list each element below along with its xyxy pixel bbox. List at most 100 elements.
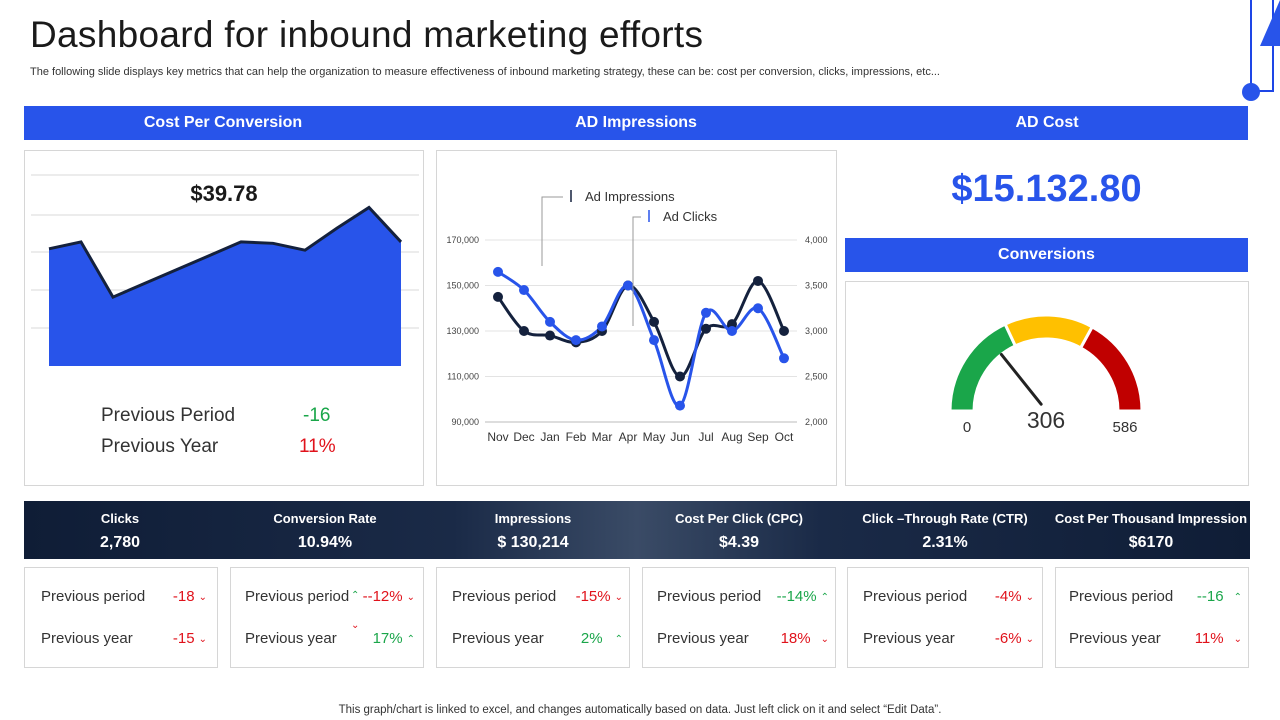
x-tick-label: Apr [619, 430, 638, 444]
card-year-value: -6% ⌄ [994, 630, 1034, 647]
metric-cpm: Cost Per Thousand Impression $6170 [1052, 501, 1250, 559]
x-tick-label: Jul [698, 430, 713, 444]
corner-decoration-hline [1250, 90, 1274, 92]
chevron-down-icon: ⌄ [406, 591, 415, 603]
card-period-label: Previous period [452, 588, 557, 605]
clicks-comparison-card: Previous period -18 ⌄ Previous year -15 ⌄ [24, 567, 218, 668]
gauge-segment-yellow [1003, 313, 1095, 350]
metric-value: $ 130,214 [497, 534, 569, 551]
previous-period-label: Previous Period [101, 405, 236, 426]
conversion-rate-comparison-card: Previous period ⌃ --12% ⌄ ⌄ Previous year… [230, 567, 424, 668]
ad-clicks-point [545, 316, 555, 327]
card-year-label: Previous year [245, 630, 337, 647]
card-period-label: Previous period [41, 588, 146, 605]
chevron-down-icon: ⌄ [351, 620, 360, 631]
ad-cost-header: AD Cost [1015, 114, 1079, 131]
metric-value: $6170 [1128, 534, 1174, 551]
metric-value: 2.31% [922, 534, 968, 551]
ad-clicks-point [597, 321, 607, 332]
card-year-value: 18% ⌄ [780, 630, 829, 647]
metric-impressions: Impressions $ 130,214 [436, 501, 630, 559]
card-period-value: --16 ⌃ [1196, 588, 1242, 605]
x-tick-label: Aug [721, 430, 742, 444]
chevron-up-icon: ⌃ [406, 633, 415, 645]
chevron-down-icon: ⌄ [1025, 633, 1034, 645]
cost-per-conversion-panel: $39.78 Previous Period -16 Previous Year… [24, 150, 424, 486]
y-left-tick-label: 150,000 [446, 281, 479, 291]
card-year-value: -15 ⌄ [172, 630, 207, 647]
metric-label: Cost Per Thousand Impression [1054, 511, 1248, 526]
x-tick-label: Sep [747, 430, 769, 444]
gauge-min-label: 0 [963, 419, 971, 436]
area-series-outline [48, 205, 403, 299]
ad-clicks-point [701, 307, 711, 318]
gauge-value: 306 [1027, 407, 1065, 433]
card-year-value: 17% ⌃ [372, 630, 415, 647]
ad-cost-value: $15.132.80 [951, 168, 1142, 210]
card-period-value: --12% ⌄ [362, 588, 415, 605]
metric-conversion-rate: Conversion Rate 10.94% [228, 501, 422, 559]
conversions-panel: 306 0 586 [845, 281, 1249, 486]
card-year-label: Previous year [41, 630, 133, 647]
chevron-down-icon: ⌄ [614, 591, 623, 603]
page-title: Dashboard for inbound marketing efforts [30, 14, 704, 55]
card-year-label: Previous year [863, 630, 955, 647]
card-period-value: -18 ⌄ [172, 588, 207, 605]
ad-clicks-point [623, 280, 633, 291]
metric-label: Cost Per Click (CPC) [675, 511, 803, 526]
previous-year-label: Previous Year [101, 436, 219, 457]
card-period-label: Previous period [863, 588, 968, 605]
ad-clicks-point [571, 335, 581, 346]
ad-impressions-panel: 90,000 110,000 130,000 150,000 170,000 2,000 2… [436, 150, 837, 486]
card-period-value: --14% ⌃ [776, 588, 829, 605]
conversions-gauge[interactable]: 306 0 586 [846, 282, 1248, 485]
ad-impressions-point [675, 371, 685, 382]
ad-clicks-point [519, 285, 529, 296]
chevron-down-icon: ⌄ [1025, 591, 1034, 603]
gauge-segment-red [1078, 324, 1144, 413]
metric-label: Clicks [100, 511, 140, 526]
cost-per-conversion-chart[interactable] [31, 173, 419, 373]
card-year-label: Previous year [1069, 630, 1161, 647]
corner-decoration-line [1250, 0, 1252, 92]
x-tick-label: Jun [670, 430, 689, 444]
previous-period-value: -16 [303, 405, 331, 426]
ad-impressions-line [496, 279, 786, 378]
ad-impressions-point [545, 330, 555, 341]
corner-decoration-triangle [1260, 0, 1280, 46]
ad-impressions-chart[interactable]: 90,000 110,000 130,000 150,000 170,000 2,000 2… [437, 151, 838, 487]
section-header-bar: Cost Per Conversion AD Impressions AD Co… [24, 106, 1248, 140]
chevron-up-icon: ⌃ [820, 591, 829, 603]
card-year-value: 2% ⌃ [580, 630, 623, 647]
ad-clicks-point [779, 353, 789, 364]
ad-clicks-point [675, 400, 685, 411]
area-series [49, 207, 401, 366]
x-tick-label: May [643, 430, 666, 444]
card-period-label: Previous period [245, 588, 350, 605]
y-left-tick-label: 170,000 [446, 235, 479, 245]
cost-per-conversion-value: $39.78 [190, 181, 258, 206]
previous-year-value: 11% [299, 436, 336, 457]
legend-ad-impressions: Ad Impressions [585, 189, 675, 204]
x-tick-label: Nov [487, 430, 508, 444]
x-tick-label: Mar [592, 430, 613, 444]
ad-impressions-point [649, 316, 659, 327]
legend-leader [541, 196, 563, 266]
ad-clicks-line [497, 270, 786, 408]
ad-clicks-point [649, 335, 659, 346]
chevron-down-icon: ⌄ [198, 591, 207, 603]
chevron-up-icon: ⌃ [614, 633, 623, 645]
gauge-needle [999, 352, 1043, 406]
x-tick-label: Oct [775, 430, 794, 444]
y-right-tick-label: 4,000 [805, 235, 828, 245]
x-tick-label: Jan [540, 430, 559, 444]
y-right-tick-label: 3,500 [805, 281, 828, 291]
ad-clicks-point [493, 266, 503, 277]
metric-value: $4.39 [718, 534, 760, 551]
card-year-label: Previous year [452, 630, 544, 647]
chevron-up-icon: ⌃ [1233, 591, 1242, 603]
ad-impressions-header: AD Impressions [575, 114, 697, 131]
metric-label: Impressions [494, 511, 572, 526]
metric-label: Conversion Rate [273, 511, 377, 526]
y-left-tick-label: 130,000 [446, 326, 479, 336]
